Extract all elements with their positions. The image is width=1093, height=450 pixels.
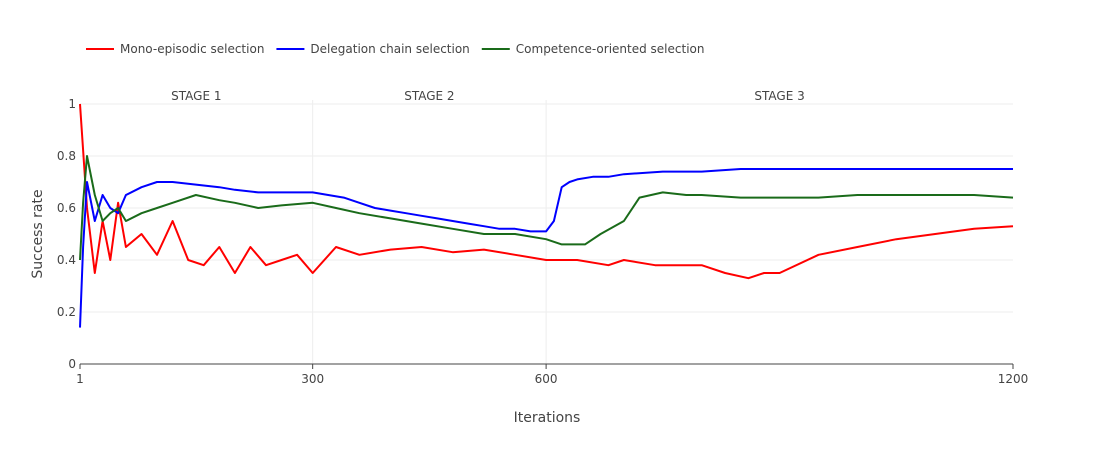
series-line-1: [79, 103, 1014, 280]
stage-label: STAGE 1: [171, 89, 221, 103]
axes: [79, 363, 1014, 369]
stage-labels: STAGE 1 STAGE 2 STAGE 3: [171, 89, 805, 103]
x-tick-label: 1: [76, 372, 84, 386]
series-line-2: [79, 168, 1013, 328]
stage-label: STAGE 2: [404, 89, 454, 103]
tick-labels: 0 0.2 0.4 0.6 0.8 1 1 300 600 1200: [57, 97, 1028, 386]
y-axis-title: Success rate: [30, 189, 46, 278]
legend-item-3[interactable]: Competence-oriented selection: [481, 42, 705, 56]
legend[interactable]: Mono-episodic selection Delegation chain …: [86, 42, 704, 56]
series-group: [79, 103, 1014, 328]
y-tick-label: 0.6: [57, 201, 76, 215]
y-tick-label: 0.4: [57, 253, 76, 267]
x-tick-label: 300: [301, 372, 324, 386]
x-axis-title: Iterations: [514, 410, 581, 426]
legend-label: Competence-oriented selection: [516, 42, 705, 56]
y-tick-label: 0.8: [57, 149, 76, 163]
y-tick-label: 0: [68, 357, 76, 371]
legend-item-1[interactable]: Mono-episodic selection: [86, 42, 264, 56]
stage-dividers: [312, 100, 547, 364]
series-line-3: [79, 155, 1014, 261]
x-tick-label: 600: [535, 372, 558, 386]
y-tick-label: 0.2: [57, 305, 76, 319]
legend-item-2[interactable]: Delegation chain selection: [276, 42, 470, 56]
legend-label: Delegation chain selection: [310, 42, 469, 56]
y-tick-label: 1: [68, 97, 76, 111]
legend-label: Mono-episodic selection: [120, 42, 264, 56]
stage-label: STAGE 3: [754, 89, 804, 103]
x-tick-label: 1200: [998, 372, 1029, 386]
